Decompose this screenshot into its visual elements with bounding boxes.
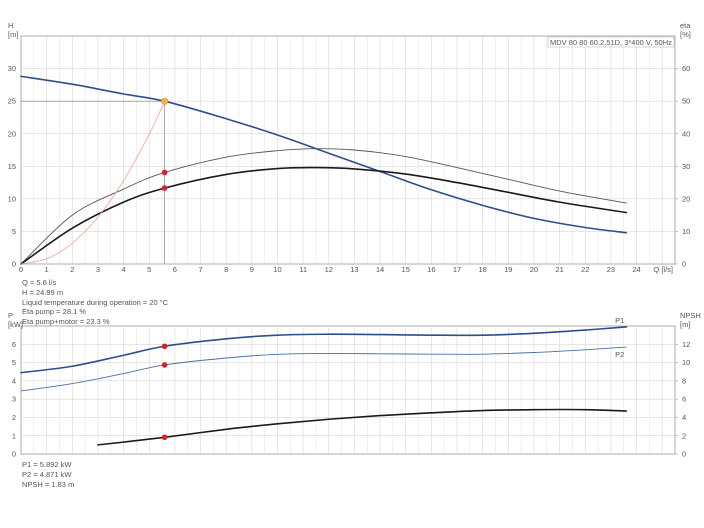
chart1-y-right-tick-label: 40 [682, 129, 690, 138]
info-flow: Q = 5.6 l/s [22, 278, 57, 287]
info-p2: P2 = 4.871 kW [22, 469, 72, 479]
chart2-series-label-P2: P2 [615, 350, 624, 359]
chart1-x-tick-label: 11 [299, 265, 307, 274]
chart1-x-tick-label: 6 [173, 265, 177, 274]
chart2-y-left-tick-label: 1 [12, 431, 16, 440]
info-eta-pump-motor: Eta pump+motor = 23.3 % [22, 317, 110, 327]
chart2-marker-red [161, 343, 168, 350]
chart2-y-left-tick-label: 4 [12, 376, 16, 385]
chart2-y-left-tick-label: 6 [12, 340, 16, 349]
chart1-marker-red [161, 169, 168, 176]
chart1-y-right-tick-label: 20 [682, 194, 690, 203]
info-liquid-temperature: Liquid temperature during operation = 20… [22, 297, 169, 307]
chart2-series-NPSH [97, 408, 628, 446]
chart2-y-left-label: P [8, 311, 13, 320]
chart2-y-left-unit: [kW] [8, 320, 23, 329]
chart1-marker-red [161, 185, 168, 191]
chart2-y-right-tick-label: 8 [682, 376, 686, 385]
chart1-x-tick-label: 23 [607, 265, 615, 274]
chart1-y-left-tick-label: 0 [12, 260, 16, 269]
chart1-x-tick-label: 12 [325, 265, 333, 274]
chart1-x-tick-label: 24 [632, 265, 640, 274]
chart2-series-P1 [20, 326, 628, 374]
chart1-x-tick-label: 13 [350, 265, 358, 274]
chart1-y-left-tick-label: 10 [8, 194, 16, 203]
info-npsh: NPSH = 1.83 m [22, 479, 75, 489]
chart1-y-right-tick-label: 30 [682, 162, 690, 171]
chart1-series-head [20, 75, 628, 234]
chart1-x-tick-label: 18 [478, 265, 486, 274]
chart1-series-system-curve [20, 100, 166, 265]
chart2-y-right-tick-label: 6 [682, 395, 686, 404]
chart1-x-tick-label: 21 [555, 265, 563, 274]
top-chart-info: Q = 5.6 l/s H = 24.99 m Liquid temperatu… [22, 278, 168, 327]
chart2-y-left-tick-label: 5 [12, 358, 16, 367]
chart1-x-tick-label: 10 [273, 265, 281, 274]
chart1-x-tick-label: 1 [45, 265, 49, 274]
chart1-x-tick-label: 16 [427, 265, 435, 274]
info-eta-pump: Eta pump = 28.1 % [22, 307, 86, 317]
chart1-x-tick-label: 17 [453, 265, 461, 274]
chart1-y-left-unit: [m] [8, 30, 18, 39]
info-head: H = 24.99 m [22, 287, 64, 297]
chart2-y-left-tick-label: 3 [12, 395, 16, 404]
chart1-x-tick-label: 3 [96, 265, 100, 274]
chart2-y-right-label: NPSH [680, 311, 701, 320]
chart1-y-left-tick-label: 30 [8, 64, 16, 73]
chart1-x-tick-label: 8 [224, 265, 228, 274]
chart1-x-tick-label: 9 [250, 265, 254, 274]
chart1-y-right-tick-label: 50 [682, 97, 690, 106]
chart1-y-right-tick-label: 10 [682, 227, 690, 236]
chart1-plot-frame [20, 35, 676, 265]
info-p1: P1 = 5.892 kW [22, 460, 72, 469]
chart2-y-left-tick-label: 2 [12, 413, 16, 422]
chart2-plot-frame [20, 325, 676, 455]
chart1-y-right-label: eta [680, 21, 691, 30]
chart2-y-left-tick-label: 0 [12, 450, 16, 459]
chart1-title: MDV 80 80 60.2.51D, 3*400 V, 50Hz [550, 38, 672, 47]
chart2-y-right-tick-label: 4 [682, 413, 686, 422]
chart1-x-tick-label: 20 [530, 265, 538, 274]
chart1-x-tick-label: 14 [376, 265, 384, 274]
chart2-marker-red [161, 434, 168, 441]
chart1-x-tick-label: 22 [581, 265, 589, 274]
chart1-y-left-tick-label: 20 [8, 129, 16, 138]
chart1-y-right-tick-label: 0 [682, 260, 686, 269]
chart1-series-eta-pump-motor [20, 166, 628, 265]
chart1-x-tick-label: 0 [19, 265, 23, 274]
chart2-series-label-P1: P1 [615, 316, 624, 325]
chart1-title-box [547, 36, 675, 48]
chart2-series-P2 [20, 346, 627, 392]
chart1-x-tick-label: 15 [402, 265, 410, 274]
chart1-marker-yellow [161, 97, 169, 105]
chart2-y-right-unit: [m] [680, 320, 690, 329]
chart2-y-right-tick-label: 2 [682, 431, 686, 440]
chart1-y-left-tick-label: 25 [8, 97, 16, 106]
chart2-y-right-tick-label: 0 [682, 450, 686, 459]
chart1-x-tick-label: 19 [504, 265, 512, 274]
chart1-x-tick-label: 2 [70, 265, 74, 274]
chart1-y-left-tick-label: 5 [12, 227, 16, 236]
chart1-y-left-tick-label: 15 [8, 162, 16, 171]
chart2-y-right-tick-label: 12 [682, 340, 690, 349]
chart1-x-tick-label: 5 [147, 265, 151, 274]
chart1-series-eta-pump [20, 148, 627, 265]
chart1-y-right-tick-label: 60 [682, 64, 690, 73]
chart1-x-tick-label: 7 [198, 265, 202, 274]
chart1-x-label: Q [l/s] [653, 265, 673, 274]
chart1-y-left-label: H [8, 21, 13, 30]
bottom-chart-info: P1 = 5.892 kW P2 = 4.871 kW NPSH = 1.83 … [22, 460, 74, 489]
chart2-marker-red [161, 362, 168, 368]
chart1-x-tick-label: 4 [122, 265, 126, 274]
chart1-y-right-unit: [%] [680, 30, 691, 39]
chart2-y-right-tick-label: 10 [682, 358, 690, 367]
